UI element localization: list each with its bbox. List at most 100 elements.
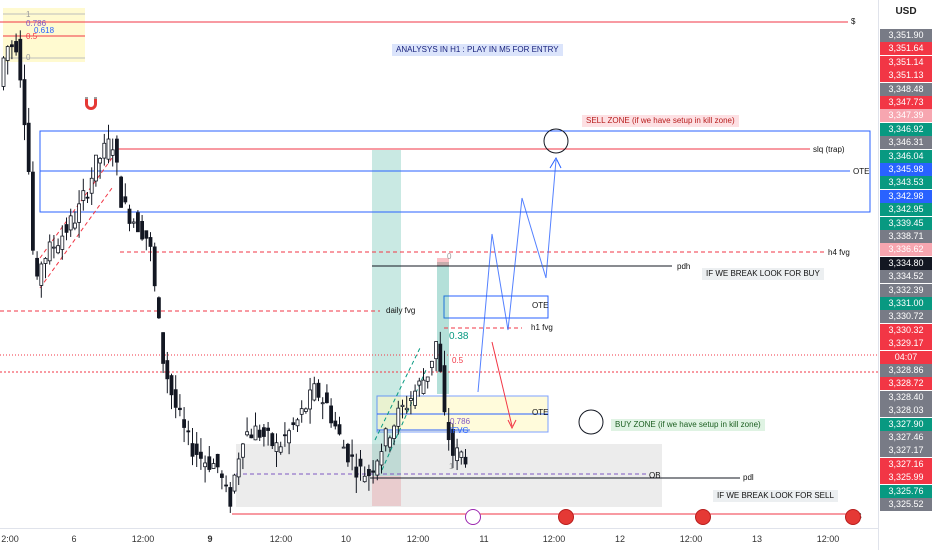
- candle: [245, 431, 250, 436]
- candle: [224, 484, 229, 487]
- ote-low-label: OTE: [532, 408, 549, 417]
- candle: [85, 196, 90, 199]
- candle: [140, 221, 145, 240]
- h4-fvg-label: h4 fvg: [828, 248, 850, 257]
- price-tag: 3,334.52: [880, 270, 932, 284]
- price-tag: 3,328.03: [880, 404, 932, 418]
- time-tick: 10: [340, 534, 352, 544]
- lightning-event-icon[interactable]: [465, 509, 481, 525]
- candle: [274, 442, 279, 452]
- candle: [253, 425, 258, 441]
- candle: [400, 404, 405, 407]
- price-tag: 3,351.13: [880, 69, 932, 83]
- slq-label: slq (trap): [813, 145, 845, 154]
- time-tick: 12:00: [406, 534, 430, 544]
- candle: [169, 375, 174, 396]
- break-buy-label: IF WE BREAK LOOK FOR BUY: [702, 268, 824, 280]
- candle: [320, 402, 325, 405]
- candle: [60, 235, 65, 250]
- candle: [119, 176, 123, 208]
- price-tag: 04:07: [880, 350, 932, 364]
- candle: [266, 427, 271, 431]
- candle: [232, 474, 237, 492]
- candle: [337, 424, 342, 435]
- pdh-label: pdh: [677, 262, 691, 271]
- ote-mid-label: OTE: [532, 301, 549, 310]
- candle: [47, 241, 52, 262]
- candle: [459, 451, 464, 458]
- candle: [417, 380, 422, 386]
- time-tick: 12:00: [679, 534, 703, 544]
- candle: [228, 487, 233, 507]
- time-axis[interactable]: [0, 528, 878, 551]
- ifvg-label: IFVG: [450, 426, 469, 435]
- us-flag-event-icon[interactable]: [845, 509, 861, 525]
- time-tick: 2:00: [1, 534, 19, 544]
- candle: [211, 463, 216, 469]
- candle: [282, 434, 287, 437]
- candle: [131, 221, 136, 224]
- price-tag: 3,325.99: [880, 471, 932, 485]
- ote-mid-box: [443, 295, 549, 319]
- time-tick: 12: [614, 534, 626, 544]
- buy-zone-label: BUY ZONE (if we have setup in kill zone): [611, 419, 765, 431]
- candle: [324, 392, 329, 404]
- pdl-label: pdl: [743, 473, 754, 482]
- candle: [173, 389, 178, 408]
- time-tick: 12:00: [131, 534, 155, 544]
- candle: [358, 458, 363, 467]
- fib-top-0618-label: 0.618: [34, 26, 55, 35]
- candle: [329, 405, 334, 424]
- price-tag: 3,328.40: [880, 390, 932, 404]
- channel-line: [381, 369, 427, 471]
- candle: [404, 407, 409, 411]
- price-tag: 3,343.53: [880, 176, 932, 190]
- candle: [203, 462, 208, 468]
- target-circle: [543, 128, 569, 154]
- candle: [429, 360, 434, 368]
- price-tag: 3,332.39: [880, 283, 932, 297]
- candle: [333, 420, 338, 427]
- fib-0786-label: 0.786: [450, 417, 471, 426]
- candle: [194, 443, 199, 455]
- candle: [291, 422, 296, 426]
- price-tag: 3,336.62: [880, 243, 932, 257]
- us-flag-event-icon[interactable]: [695, 509, 711, 525]
- candle: [387, 437, 392, 448]
- candle: [148, 237, 153, 247]
- candle: [81, 190, 86, 201]
- candle: [455, 447, 460, 462]
- ote-upper-label: OTE: [853, 167, 870, 176]
- candle: [165, 360, 170, 380]
- price-tag: 3,346.31: [880, 136, 932, 150]
- ob-zone: [236, 444, 662, 507]
- channel-line: [39, 187, 113, 289]
- price-tag: 3,328.86: [880, 364, 932, 377]
- candle: [43, 258, 48, 264]
- candle: [261, 427, 266, 437]
- fib-top-0-label: 0: [26, 53, 31, 62]
- candle: [161, 332, 166, 364]
- price-tag: 3,327.17: [880, 444, 932, 458]
- candle: [362, 475, 367, 483]
- candle: [442, 365, 447, 413]
- price-tag: 3,351.90: [880, 29, 932, 42]
- candle: [73, 222, 77, 229]
- candle: [257, 429, 262, 438]
- candle: [345, 443, 350, 463]
- magnet-icon[interactable]: [82, 94, 100, 112]
- currency-label[interactable]: USD: [895, 6, 917, 17]
- candle: [450, 429, 455, 456]
- time-tick: 12:00: [816, 534, 840, 544]
- sell-arrowhead: [507, 419, 517, 430]
- candle: [219, 473, 224, 478]
- price-tag: 3,342.98: [880, 189, 932, 203]
- us-flag-event-icon[interactable]: [558, 509, 574, 525]
- candle: [135, 212, 140, 233]
- time-tick: 13: [751, 534, 763, 544]
- time-tick: 12:00: [269, 534, 293, 544]
- candle: [215, 453, 220, 468]
- candle: [425, 376, 430, 382]
- projection-path: [477, 159, 557, 393]
